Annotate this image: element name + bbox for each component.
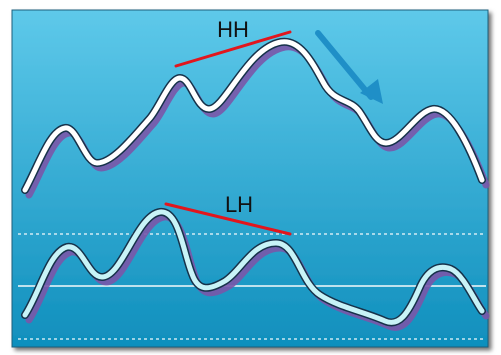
higher-high-trend-line bbox=[174, 30, 292, 68]
arrow-down-right-icon bbox=[315, 30, 383, 104]
lower-high-label: LH bbox=[225, 192, 253, 217]
price-curve bbox=[22, 39, 485, 193]
price-curve-shadow bbox=[25, 43, 490, 199]
oscillator-curve bbox=[22, 209, 485, 325]
lower-high-trend-line bbox=[164, 202, 292, 236]
higher-high-label: HH bbox=[217, 17, 249, 42]
